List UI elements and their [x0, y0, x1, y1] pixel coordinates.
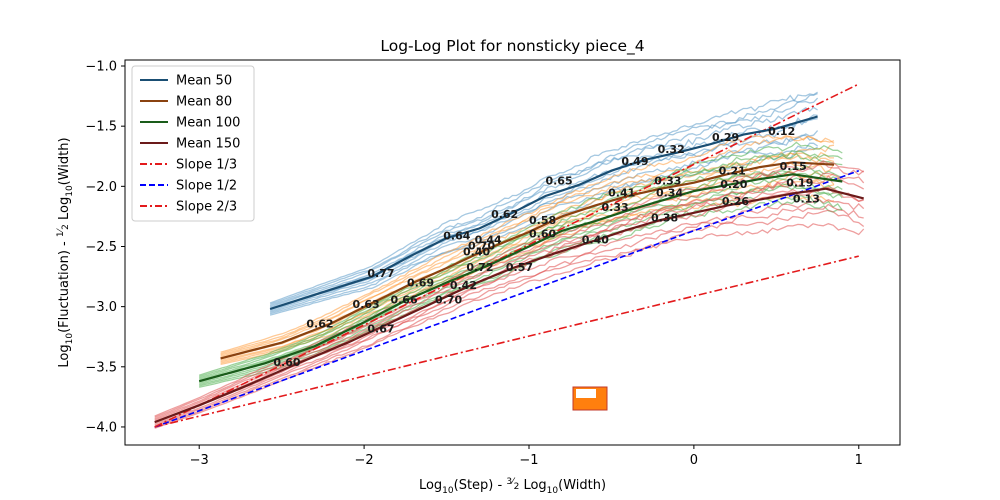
legend-label: Mean 50 — [176, 74, 232, 89]
slope-annotation: 0.12 — [768, 125, 795, 138]
slope-annotation: 0.62 — [491, 208, 518, 221]
legend-box — [131, 65, 255, 222]
slope-annotation: 0.67 — [367, 322, 394, 335]
trajectory-line — [269, 106, 818, 308]
y-tick-label: −2.5 — [85, 240, 117, 255]
slope-annotation: 0.33 — [654, 174, 681, 187]
slope-annotation: 0.60 — [529, 227, 556, 240]
slope-annotation: 0.41 — [608, 186, 635, 199]
chart-title: Log-Log Plot for nonsticky piece_4 — [380, 37, 644, 56]
slope-annotation: 0.49 — [621, 155, 648, 168]
reference-line — [154, 169, 860, 428]
slope-annotation: 0.26 — [722, 195, 749, 208]
trajectory-line — [198, 141, 843, 376]
slope-annotation: 0.42 — [450, 279, 477, 292]
plot-frame — [124, 59, 901, 446]
slope-annotation: 0.40 — [463, 245, 490, 258]
trajectory-line — [154, 223, 865, 429]
mean-line — [269, 115, 818, 311]
x-axis-ticks: −3 −2 −1 0 1 — [190, 445, 863, 468]
trajectory-line — [154, 187, 864, 423]
slope-annotation: 0.29 — [712, 131, 739, 144]
slope-annotation: 0.33 — [602, 201, 629, 214]
x-tick-label: 1 — [855, 453, 863, 468]
trajectory-line — [269, 114, 818, 311]
legend-label: Mean 100 — [176, 116, 240, 131]
x-tick-label: −3 — [190, 453, 209, 468]
slope-annotation: 0.62 — [306, 317, 333, 330]
slope-annotation: 0.15 — [780, 160, 807, 173]
reference-line — [154, 255, 859, 428]
mean-lines — [154, 115, 864, 424]
legend-label: Mean 150 — [176, 137, 240, 152]
y-tick-label: −1.0 — [85, 60, 117, 75]
slope-annotation: 0.13 — [793, 192, 820, 205]
trajectory-line — [154, 187, 864, 424]
trajectory-line — [269, 92, 818, 305]
slope-annotation: 0.72 — [466, 261, 493, 274]
slope-annotation: 0.34 — [656, 186, 683, 199]
y-axis-label: Log10(Fluctuation) - 1⁄2 Log10(Width) — [56, 137, 75, 367]
trajectory-line — [269, 91, 818, 304]
slope-annotations: 0.770.630.620.690.660.670.600.64 0.440.70… — [273, 125, 820, 369]
reference-line — [154, 83, 860, 428]
slope-annotation: 0.64 — [443, 230, 470, 243]
y-axis-ticks: −4.0 −3.5 −3.0 −2.5 −2.0 −1.5 −1.0 — [85, 60, 125, 435]
mean-line — [198, 173, 843, 383]
trajectory-line — [199, 185, 843, 386]
legend-label: Slope 1/3 — [176, 158, 237, 173]
mean-line — [154, 187, 864, 424]
trajectory-line — [220, 144, 835, 356]
trajectory-line — [154, 160, 865, 417]
slope-annotation: 0.66 — [390, 293, 417, 306]
slope-annotation: 0.65 — [545, 174, 572, 187]
slope-annotation: 0.32 — [658, 143, 685, 156]
x-tick-label: −2 — [355, 453, 374, 468]
trajectory-line — [269, 146, 818, 316]
slope-annotation: 0.63 — [353, 298, 380, 311]
slope-annotation: 0.19 — [786, 177, 813, 190]
mean-line — [220, 161, 835, 360]
trajectory-line — [220, 134, 835, 353]
reference-lines — [154, 83, 860, 428]
slope-annotation: 0.40 — [582, 233, 609, 246]
slope-annotation: 0.70 — [468, 239, 495, 252]
slope-annotation: 0.58 — [529, 214, 556, 227]
legend-label: Mean 80 — [176, 95, 232, 110]
y-tick-label: −1.5 — [85, 120, 117, 135]
slope-annotation: 0.44 — [475, 233, 502, 246]
slope-annotation: 0.70 — [435, 293, 462, 306]
y-tick-label: −3.5 — [85, 360, 117, 375]
x-axis-label: Log10(Step) - 3⁄2 Log10(Width) — [419, 477, 606, 496]
orange-flag-icon — [572, 386, 608, 411]
y-tick-label: −4.0 — [85, 420, 117, 435]
legend-label: Slope 2/3 — [176, 200, 237, 215]
slope-annotation: 0.69 — [407, 277, 434, 290]
y-tick-label: −3.0 — [85, 300, 117, 315]
trajectory-line — [154, 197, 865, 425]
trajectory-line — [220, 134, 835, 355]
trajectory-line — [154, 209, 865, 428]
x-tick-label: −1 — [519, 453, 538, 468]
slope-annotation: 0.38 — [651, 212, 678, 225]
legend: Mean 50 Mean 80 Mean 100 Mean 150 Slope 1/3 S… — [131, 65, 255, 222]
slope-annotation: 0.77 — [367, 267, 394, 280]
slope-annotation: 0.21 — [719, 165, 746, 178]
x-tick-label: 0 — [690, 453, 698, 468]
legend-label: Slope 1/2 — [176, 179, 237, 194]
trajectory-line — [154, 203, 864, 427]
slope-annotation: 0.60 — [273, 356, 300, 369]
slope-annotation: 0.20 — [720, 178, 747, 191]
trajectory-line — [199, 152, 843, 379]
y-tick-label: −2.0 — [85, 180, 117, 195]
slope-annotation: 0.57 — [506, 261, 533, 274]
